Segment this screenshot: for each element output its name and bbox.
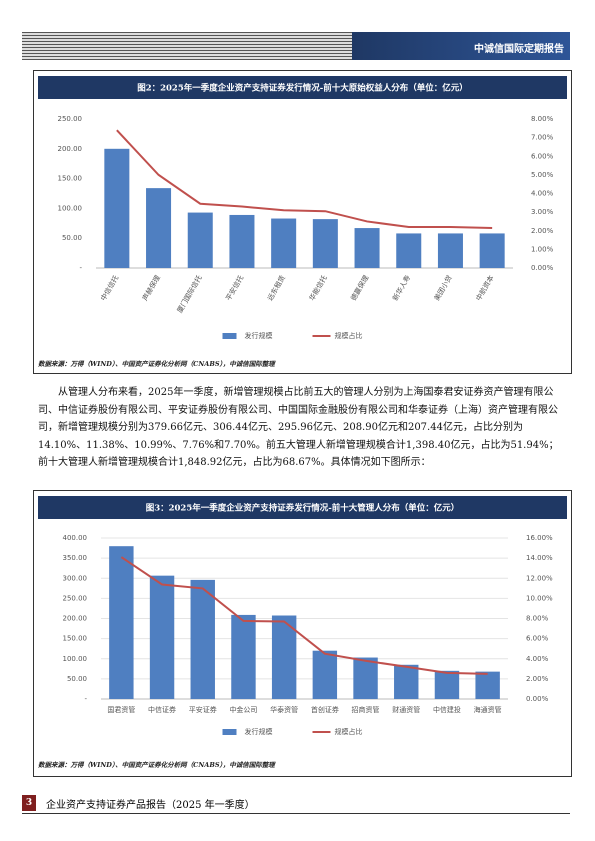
- source-note: 数据来源：万得（WIND）、中国资产证券化分析网（CNABS），中诚信国际整理: [38, 360, 276, 368]
- x-tick-label: 国君资管: [107, 705, 135, 714]
- x-tick-label: 中金公司: [229, 705, 257, 714]
- bar: [396, 233, 422, 268]
- legend-label: 规模占比: [335, 727, 363, 736]
- y2-tick-label: 12.00%: [526, 574, 553, 582]
- legend-label: 规模占比: [335, 331, 363, 340]
- x-tick-label: 招商资管: [352, 705, 380, 714]
- x-tick-label: 中信信托: [99, 274, 121, 303]
- chart: 图2：2025年一季度企业资产支持证券发行情况-前十大原始权益人分布（单位：亿元…: [38, 76, 567, 368]
- y2-tick-label: 10.00%: [526, 594, 553, 602]
- y2-tick-label: 8.00%: [531, 115, 554, 123]
- x-tick-label: 海通资管: [474, 705, 502, 714]
- x-tick-label: 厦门国际信托: [175, 274, 204, 315]
- y2-tick-label: 5.00%: [531, 171, 554, 179]
- bar: [312, 219, 338, 268]
- legend-swatch: [222, 333, 237, 339]
- y-tick-label: -: [79, 264, 82, 272]
- chart: 图3：2025年一季度企业资产支持证券发行情况-前十大管理人分布（单位：亿元） -…: [38, 496, 567, 769]
- y-tick-label: 50.00: [67, 675, 87, 683]
- x-tick-label: 平安信托: [224, 274, 246, 303]
- y-tick-label: -: [84, 695, 87, 703]
- bar: [146, 188, 172, 268]
- source-note: 数据来源：万得（WIND）、中国资产证券化分析网（CNABS），中诚信国际整理: [38, 761, 276, 769]
- y-tick-label: 150.00: [58, 175, 83, 183]
- bar: [271, 615, 297, 699]
- x-tick-label: 中信证券: [148, 705, 176, 714]
- header-stripe: [22, 32, 352, 60]
- bar: [109, 546, 134, 699]
- footer-title: 企业资产支持证券产品报告（2025 年一季度）: [46, 800, 255, 811]
- y-tick-label: 50.00: [62, 234, 82, 242]
- figure: 图2：2025年一季度企业资产支持证券发行情况-前十大原始权益人分布（单位：亿元…: [33, 70, 572, 374]
- y-tick-label: 350.00: [63, 554, 88, 562]
- y2-tick-label: 4.00%: [526, 655, 549, 663]
- legend-label: 发行规模: [245, 727, 273, 736]
- bar: [475, 671, 500, 699]
- line: [120, 556, 488, 675]
- y2-tick-label: 4.00%: [531, 190, 554, 198]
- y2-tick-label: 1.00%: [531, 245, 554, 253]
- header-title: 中诚信国际定期报告: [352, 32, 570, 60]
- y2-tick-label: 6.00%: [526, 635, 549, 643]
- bar: [312, 650, 338, 699]
- x-tick-label: 首创证券: [311, 705, 339, 714]
- y-tick-label: 100.00: [63, 655, 88, 663]
- bar: [434, 670, 460, 699]
- bar: [479, 233, 505, 268]
- bar: [149, 575, 175, 699]
- bar: [271, 218, 297, 268]
- y-tick-label: 400.00: [63, 534, 88, 542]
- x-tick-label: 财通资管: [392, 705, 420, 714]
- y-tick-label: 300.00: [63, 574, 88, 582]
- x-tick-label: 中信建投: [433, 705, 461, 714]
- x-tick-label: 德赢保理: [349, 274, 371, 303]
- y2-tick-label: 0.00%: [531, 264, 554, 272]
- title-bar: [38, 496, 567, 519]
- y-tick-label: 200.00: [63, 615, 88, 623]
- x-tick-label: 美团小贷: [432, 274, 454, 303]
- x-tick-label: 平安证券: [189, 705, 217, 714]
- bar: [354, 228, 380, 268]
- legend-swatch: [222, 729, 237, 735]
- y2-tick-label: 3.00%: [531, 208, 554, 216]
- y-tick-label: 150.00: [63, 635, 88, 643]
- y2-tick-label: 7.00%: [531, 134, 554, 142]
- bar: [190, 579, 215, 699]
- bar: [187, 212, 213, 268]
- x-tick-label: 中航资本: [474, 274, 496, 303]
- bar: [231, 614, 256, 699]
- bar: [104, 148, 130, 268]
- footer: 3 企业资产支持证券产品报告（2025 年一季度）: [22, 795, 570, 814]
- chart-title: 图2：2025年一季度企业资产支持证券发行情况-前十大原始权益人分布（单位：亿元…: [137, 83, 468, 94]
- x-tick-label: 声赫保理: [140, 274, 162, 303]
- x-tick-label: 华泰资管: [270, 705, 298, 714]
- paragraph: 从管理人分布来看，2025年一季度，新增管理规模占比前五大的管理人分别为上海国泰…: [38, 387, 559, 468]
- figure: 图3：2025年一季度企业资产支持证券发行情况-前十大管理人分布（单位：亿元） -…: [33, 490, 572, 777]
- bar: [353, 657, 378, 699]
- legend-label: 发行规模: [245, 331, 273, 340]
- line: [116, 129, 493, 229]
- y-tick-label: 250.00: [58, 115, 83, 123]
- bar: [394, 664, 419, 699]
- page-number: 3: [22, 795, 36, 811]
- y-tick-label: 200.00: [58, 145, 83, 153]
- y2-tick-label: 0.00%: [526, 695, 549, 703]
- y2-tick-label: 6.00%: [531, 152, 554, 160]
- y2-tick-label: 2.00%: [526, 675, 549, 683]
- y2-tick-label: 8.00%: [526, 615, 549, 623]
- bar: [437, 233, 463, 268]
- y2-tick-label: 16.00%: [526, 534, 553, 542]
- y2-tick-label: 2.00%: [531, 227, 554, 235]
- x-tick-label: 华能信托: [307, 274, 329, 303]
- y-tick-label: 100.00: [58, 204, 83, 212]
- title-bar: [38, 76, 567, 99]
- bar: [229, 214, 255, 268]
- chart-title: 图3：2025年一季度企业资产支持证券发行情况-前十大管理人分布（单位：亿元）: [146, 503, 460, 514]
- x-tick-label: 新华人寿: [390, 274, 412, 303]
- y2-tick-label: 14.00%: [526, 554, 553, 562]
- y-tick-label: 250.00: [63, 594, 88, 602]
- x-tick-label: 远东租赁: [265, 274, 287, 303]
